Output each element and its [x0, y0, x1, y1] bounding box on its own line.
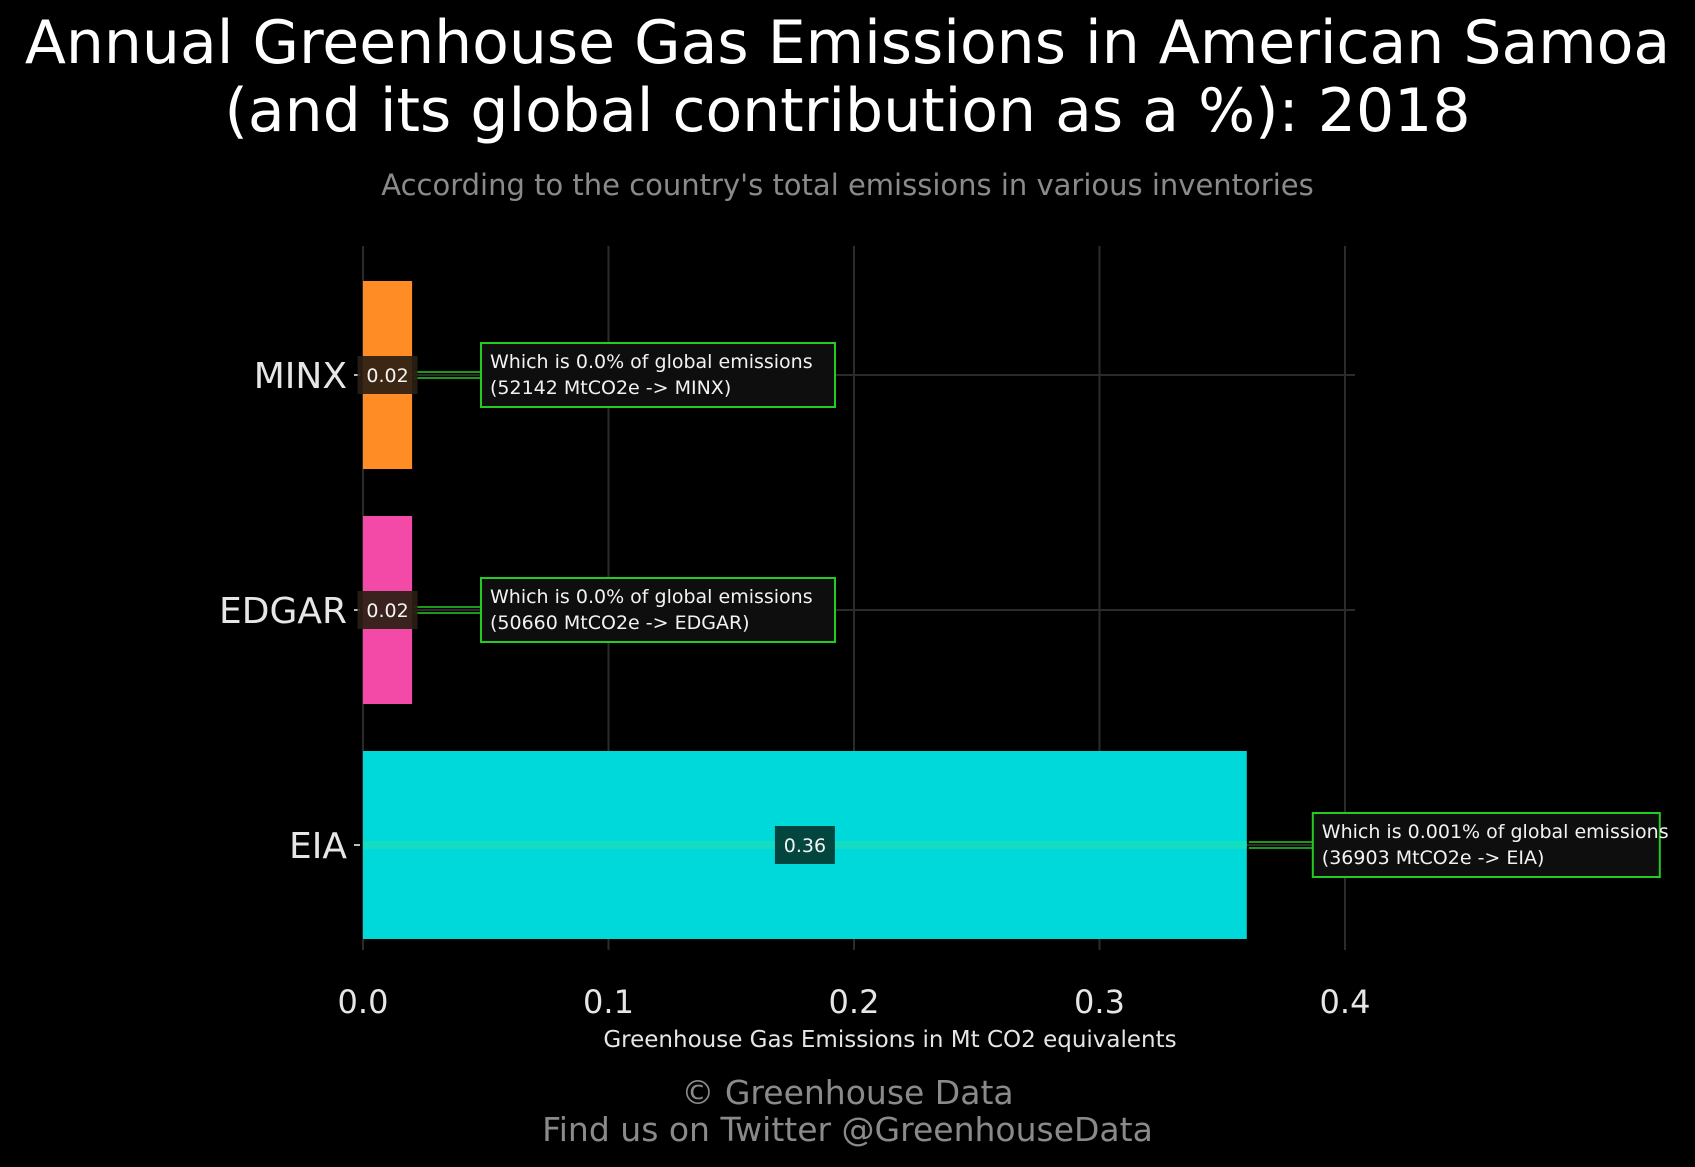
value-label-background: [357, 591, 418, 629]
twitter-handle-text: Find us on Twitter @GreenhouseData: [542, 1110, 1153, 1149]
value-label-background: [774, 826, 835, 864]
value-label-background: [357, 356, 418, 394]
value-label: 0.36: [784, 835, 826, 857]
x-tick-label: 0.0: [338, 983, 389, 1021]
y-tick-label: EIA: [289, 826, 347, 867]
annotation-text-line2: (36903 MtCO2e -> EIA): [1322, 847, 1545, 869]
annotation-text-line2: (52142 MtCO2e -> MINX): [490, 377, 731, 399]
annotation-text-line1: Which is 0.0% of global emissions: [490, 586, 813, 608]
x-tick-label: 0.2: [829, 983, 880, 1021]
annotation-box: [480, 342, 836, 408]
x-axis-label: Greenhouse Gas Emissions in Mt CO2 equiv…: [603, 1027, 1176, 1053]
chart-title-line1: Annual Greenhouse Gas Emissions in Ameri…: [24, 8, 1671, 78]
annotation-text-line1: Which is 0.0% of global emissions: [490, 351, 813, 373]
x-tick-label: 0.3: [1074, 983, 1125, 1021]
annotation-text-line1: Which is 0.001% of global emissions: [1322, 821, 1669, 843]
y-tick-label: MINX: [254, 356, 347, 397]
chart-subtitle: According to the country's total emissio…: [381, 168, 1314, 202]
y-tick-label: EDGAR: [219, 591, 347, 632]
annotation-text-line2: (50660 MtCO2e -> EDGAR): [490, 612, 750, 634]
annotation-box: [480, 577, 836, 643]
value-label: 0.02: [366, 600, 408, 622]
x-tick-label: 0.4: [1320, 983, 1371, 1021]
copyright-text: © Greenhouse Data: [681, 1073, 1014, 1112]
value-label: 0.02: [366, 365, 408, 387]
chart-title-line2: (and its global contribution as a %): 20…: [224, 76, 1471, 146]
x-tick-label: 0.1: [583, 983, 634, 1021]
annotation-box: [1311, 812, 1661, 878]
